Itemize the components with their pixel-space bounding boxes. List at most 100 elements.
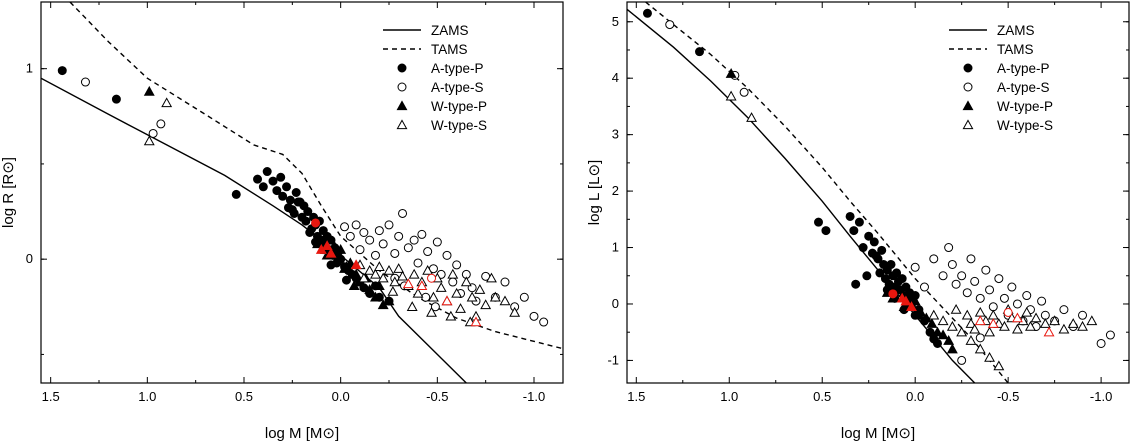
a-type-s-point [500,277,510,287]
legend-label-a-type-p: A-type-P [997,61,1050,76]
a-type-s-point [910,262,920,272]
a-type-s-point [448,277,458,287]
a-type-s-point [423,247,433,257]
a-type-s-point [156,119,166,129]
w-type-s-point [1058,323,1070,334]
a-type-s-point [378,239,388,249]
legend-label-a-type-s: A-type-S [431,80,484,95]
legend-marker-w-type-p [962,100,974,111]
highlight-filled-circle-point [888,289,898,299]
a-type-s-point [370,250,380,260]
a-type-s-point [966,254,976,264]
w-type-s-point [489,291,501,302]
a-type-p-point [283,203,293,213]
a-type-p-point [851,279,861,289]
a-type-p-point [303,207,313,217]
a-type-p-point [341,275,351,285]
a-type-s-point [432,237,442,247]
legend-label-w-type-s: W-type-S [431,118,487,133]
w-type-s-point [451,287,463,298]
data-area [627,2,1115,383]
w-type-p-point [312,238,323,249]
x-tick-label: 0.5 [235,389,253,404]
a-type-s-point [999,293,1009,303]
w-type-s-point [408,268,420,279]
a-type-p-point [854,217,864,227]
w-type-s-point [426,306,437,317]
w-type-p-point [373,280,385,291]
w-type-s-point [946,320,958,331]
a-type-s-point [351,220,361,230]
w-type-p-point [383,295,395,306]
a-type-s-point [944,243,954,253]
a-type-p-point [278,191,288,201]
w-type-s-point [965,318,977,328]
a-type-s-point [1096,338,1106,348]
a-type-p-point [864,231,874,241]
w-type-p-point [932,326,943,337]
a-type-s-point [519,292,529,302]
legend-label-tams: TAMS [997,42,1034,57]
legend-label-a-type-p: A-type-P [431,61,484,76]
highlight-open-triangle-point [987,318,999,328]
w-type-s-point [466,291,478,302]
a-type-s-point [1022,291,1032,301]
y-tick-label: 5 [612,14,619,29]
legend: ZAMS TAMS A-type-P A-type-S W-type-P W-type-S [383,23,487,133]
a-type-s-point [345,231,355,241]
w-type-s-point [965,335,977,345]
w-type-s-point [1011,323,1023,334]
a-type-p-point [845,211,855,221]
w-type-p-point [913,309,925,320]
w-type-s-point [428,291,439,302]
w-type-p-point [937,329,949,340]
w-type-p-point [926,318,938,328]
w-type-s-point [499,295,511,306]
chart-panel-luminosity: 1.5 1.0 0.5 0.0 -0.5 -1.0 -1 0 1 2 3 4 5 log M [M⊙] lo… [586,1,1130,442]
a-type-p-point [849,226,859,236]
a-type-p-point [253,174,263,184]
x-tick-label: -1.0 [1090,389,1112,404]
highlight-open-triangle-point [1043,326,1055,337]
y-tick-label: -1 [607,352,619,367]
w-type-s-point [460,276,472,287]
a-type-s-point [739,87,749,97]
a-type-p-point [295,197,305,207]
a-type-s-point [1040,310,1050,320]
a-type-s-point [665,20,675,30]
x-axis-title: log M [M⊙] [841,425,915,442]
a-type-s-point [988,302,998,312]
a-type-p-point [291,188,301,197]
a-type-p-point [258,182,268,192]
a-type-s-point [359,228,369,238]
a-type-p-point [814,217,824,227]
w-type-s-point [1025,320,1036,331]
x-tick-label: -1.0 [523,389,545,404]
a-type-s-point [80,77,90,87]
a-type-p-point [282,182,292,192]
w-type-s-point [486,272,497,283]
a-type-p-point [262,167,272,177]
y-tick-label: 0 [26,251,33,266]
a-type-s-point [962,288,972,298]
a-type-s-point [970,276,980,286]
w-type-s-point [987,309,999,320]
a-type-p-point [268,176,278,186]
w-type-s-point [455,303,466,313]
legend-label-w-type-p: W-type-P [997,99,1053,114]
highlight-open-circle-point [427,273,437,283]
x-tick-label: -0.5 [426,389,448,404]
highlight-open-triangle-point [441,295,453,306]
a-type-s-point [1007,282,1017,292]
w-type-s-point [387,285,399,296]
highlight-filled-triangle-point [325,247,337,258]
w-type-s-point [1030,312,1042,323]
w-type-p-point [339,263,350,273]
legend-label-w-type-p: W-type-P [431,99,487,114]
w-type-s-point [406,301,418,311]
w-type-p-point [725,68,737,78]
a-type-p-point [305,228,315,238]
highlight-filled-triangle-point [321,240,333,251]
x-tick-label: 1.0 [138,389,156,404]
w-type-s-point [474,284,486,294]
